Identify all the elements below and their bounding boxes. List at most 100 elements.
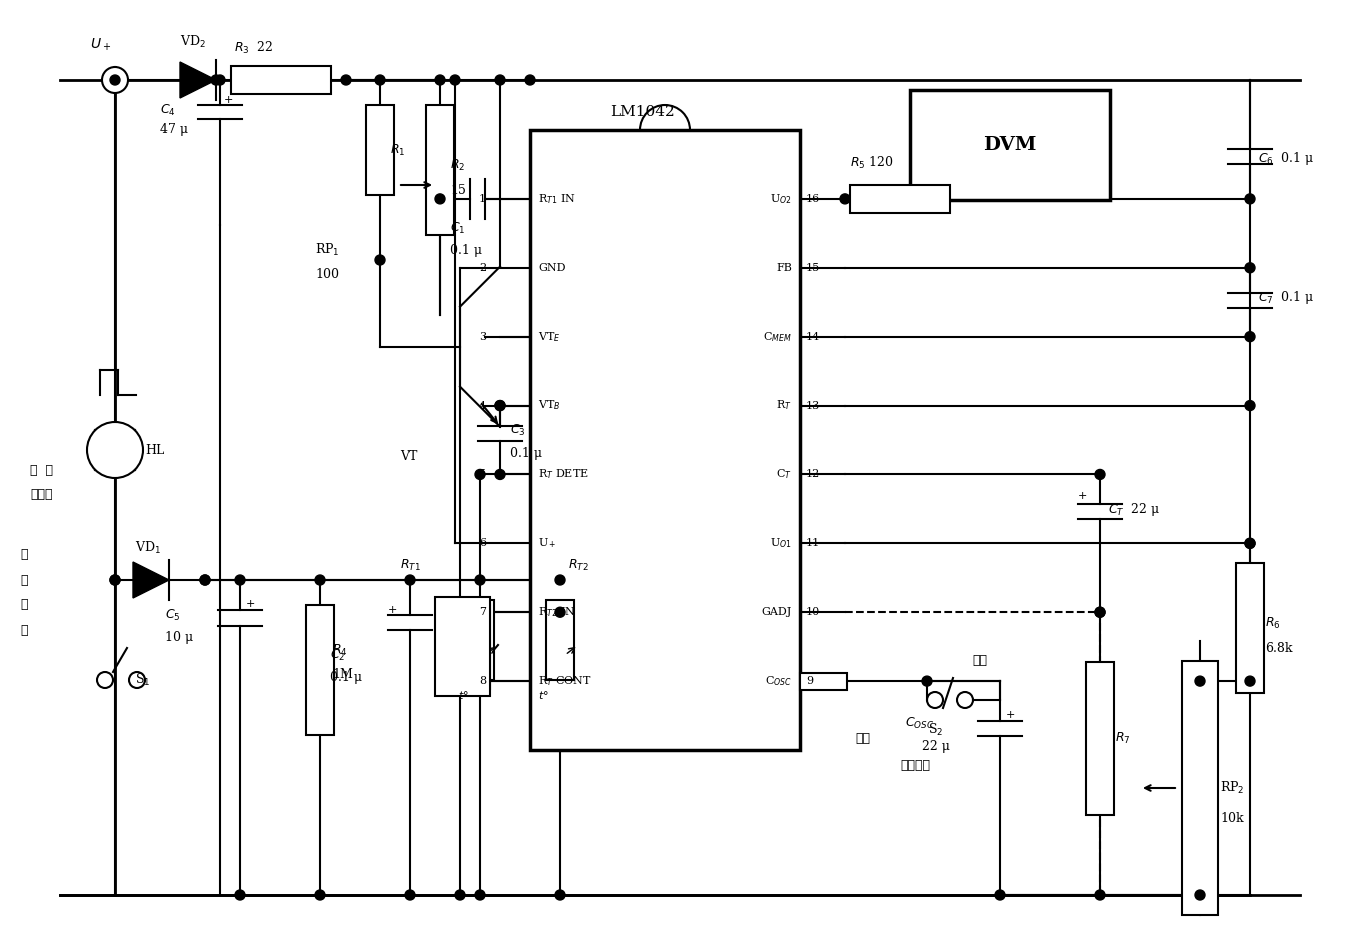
Circle shape bbox=[375, 75, 385, 85]
Text: S$_2$: S$_2$ bbox=[928, 722, 943, 738]
Circle shape bbox=[524, 75, 535, 85]
Circle shape bbox=[405, 575, 415, 585]
Text: 报警灯: 报警灯 bbox=[30, 488, 53, 501]
Circle shape bbox=[234, 890, 245, 900]
Text: R$_T$: R$_T$ bbox=[776, 399, 793, 413]
Text: 11: 11 bbox=[806, 538, 820, 549]
Text: U$_+$: U$_+$ bbox=[538, 537, 557, 551]
Text: 22 μ: 22 μ bbox=[921, 739, 950, 752]
Text: $C_T$  22 μ: $C_T$ 22 μ bbox=[1108, 501, 1160, 518]
Circle shape bbox=[995, 890, 1005, 900]
Text: 0.1 μ: 0.1 μ bbox=[509, 447, 542, 460]
Bar bbox=[425, 105, 454, 235]
Bar bbox=[1182, 661, 1218, 915]
Text: 0.1 μ: 0.1 μ bbox=[331, 671, 362, 684]
Text: 9: 9 bbox=[806, 676, 813, 686]
Text: 重复: 重复 bbox=[855, 732, 870, 745]
Text: C$_{OSC}$: C$_{OSC}$ bbox=[766, 674, 793, 688]
Circle shape bbox=[435, 193, 444, 204]
Circle shape bbox=[495, 401, 505, 410]
Text: 5: 5 bbox=[478, 470, 486, 480]
Circle shape bbox=[495, 75, 505, 85]
Text: $C_{OSC}$: $C_{OSC}$ bbox=[905, 715, 934, 731]
Text: +: + bbox=[1079, 491, 1087, 501]
Text: 6: 6 bbox=[478, 538, 486, 549]
Circle shape bbox=[375, 255, 385, 265]
Text: $R_{T2}$: $R_{T2}$ bbox=[568, 557, 588, 573]
Circle shape bbox=[1245, 263, 1255, 272]
Circle shape bbox=[840, 193, 850, 204]
Text: +: + bbox=[224, 95, 233, 105]
Circle shape bbox=[1245, 538, 1255, 549]
Bar bbox=[850, 185, 950, 213]
Text: S$_1$: S$_1$ bbox=[136, 672, 150, 688]
Text: RP$_2$: RP$_2$ bbox=[1220, 780, 1244, 796]
Bar bbox=[530, 130, 799, 750]
Text: LM1042: LM1042 bbox=[610, 105, 675, 119]
Text: $C_1$: $C_1$ bbox=[450, 221, 466, 236]
Text: U$_{O1}$: U$_{O1}$ bbox=[770, 537, 793, 551]
Circle shape bbox=[450, 75, 459, 85]
Circle shape bbox=[476, 470, 485, 480]
Text: $R_1$: $R_1$ bbox=[390, 142, 405, 157]
Circle shape bbox=[556, 607, 565, 618]
Text: 14: 14 bbox=[806, 332, 820, 341]
Circle shape bbox=[435, 75, 444, 85]
Text: $R_4$: $R_4$ bbox=[332, 643, 348, 658]
Circle shape bbox=[98, 672, 112, 688]
Text: 10k: 10k bbox=[1220, 812, 1244, 825]
Text: $U_+$: $U_+$ bbox=[89, 37, 111, 53]
Text: 0.1 μ: 0.1 μ bbox=[450, 245, 482, 258]
Text: 15: 15 bbox=[806, 263, 820, 272]
Circle shape bbox=[476, 575, 485, 585]
Polygon shape bbox=[180, 62, 215, 98]
Circle shape bbox=[455, 890, 465, 900]
Circle shape bbox=[102, 67, 127, 93]
Text: R$_T$ DETE: R$_T$ DETE bbox=[538, 468, 589, 482]
Text: 关: 关 bbox=[20, 549, 27, 562]
Text: $R_2$: $R_2$ bbox=[450, 157, 465, 173]
Circle shape bbox=[314, 890, 325, 900]
Text: 1M: 1M bbox=[332, 669, 352, 682]
Circle shape bbox=[129, 672, 145, 688]
Circle shape bbox=[1095, 607, 1104, 618]
Circle shape bbox=[87, 422, 144, 478]
Text: 8: 8 bbox=[478, 676, 486, 686]
Circle shape bbox=[234, 575, 245, 585]
Text: 100: 100 bbox=[314, 269, 339, 282]
Text: GND: GND bbox=[538, 263, 565, 272]
Text: $C_7$  0.1 μ: $C_7$ 0.1 μ bbox=[1257, 289, 1314, 306]
Bar bbox=[366, 105, 394, 195]
Circle shape bbox=[476, 890, 485, 900]
Text: RP$_1$: RP$_1$ bbox=[314, 242, 340, 258]
Text: GADJ: GADJ bbox=[762, 607, 793, 618]
Text: 2: 2 bbox=[478, 263, 486, 272]
Bar bbox=[440, 604, 491, 689]
Text: $R_3$  22: $R_3$ 22 bbox=[234, 40, 274, 56]
Circle shape bbox=[211, 75, 221, 85]
Text: 单次: 单次 bbox=[972, 654, 986, 667]
Bar bbox=[1236, 564, 1264, 694]
Text: +: + bbox=[388, 605, 397, 615]
Circle shape bbox=[405, 890, 415, 900]
Circle shape bbox=[921, 676, 932, 686]
Text: 3: 3 bbox=[478, 332, 486, 341]
Text: VT: VT bbox=[400, 450, 417, 463]
Text: 6.8k: 6.8k bbox=[1266, 642, 1293, 655]
Circle shape bbox=[1245, 193, 1255, 204]
Text: $R_5$ 120: $R_5$ 120 bbox=[850, 154, 894, 171]
Circle shape bbox=[1095, 607, 1104, 618]
Bar bbox=[230, 66, 331, 94]
Text: 16: 16 bbox=[806, 193, 820, 204]
Circle shape bbox=[556, 890, 565, 900]
Circle shape bbox=[495, 470, 505, 480]
Text: $C_3$: $C_3$ bbox=[509, 423, 526, 438]
Text: $C_4$: $C_4$ bbox=[160, 102, 176, 117]
Text: U$_{O2}$: U$_{O2}$ bbox=[770, 192, 793, 206]
Text: 压: 压 bbox=[20, 599, 27, 612]
Text: 4: 4 bbox=[478, 401, 486, 410]
Text: 1: 1 bbox=[478, 193, 486, 204]
Text: +: + bbox=[1005, 711, 1015, 720]
Text: 12: 12 bbox=[806, 470, 820, 480]
Bar bbox=[466, 600, 495, 680]
